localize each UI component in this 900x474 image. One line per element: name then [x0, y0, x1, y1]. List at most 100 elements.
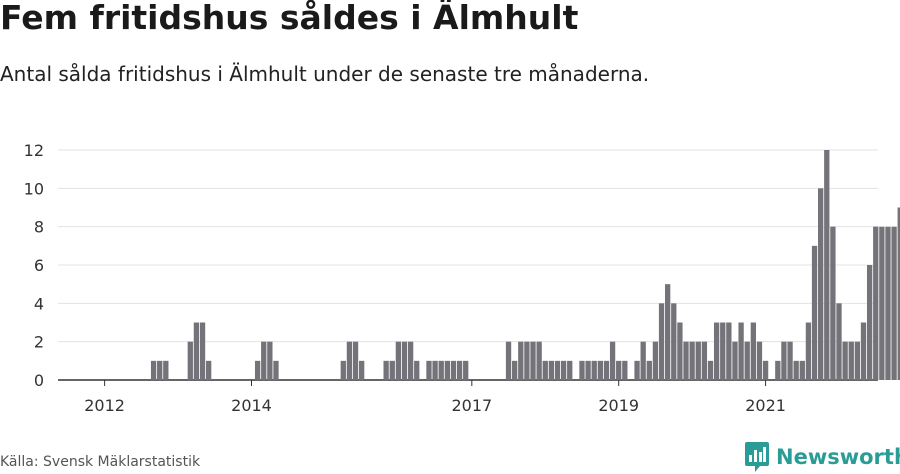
bar	[383, 360, 389, 380]
bar	[707, 360, 714, 380]
bar	[591, 360, 597, 380]
y-tick-label: 6	[34, 256, 44, 275]
bar	[640, 341, 646, 380]
x-tick-label: 2021	[745, 396, 786, 415]
bar	[518, 341, 524, 380]
bar	[444, 360, 450, 380]
bar	[897, 207, 900, 380]
bar	[713, 322, 720, 380]
chart-title: Fem fritidshus såldes i Älmhult	[0, 0, 579, 37]
y-tick-label: 10	[24, 179, 44, 198]
bar	[879, 226, 885, 380]
bar	[267, 341, 273, 380]
bar	[891, 226, 897, 380]
bar	[432, 360, 438, 380]
bar	[438, 360, 444, 380]
bar	[732, 341, 738, 380]
brand-logo: Newsworthy	[744, 441, 900, 473]
bar	[836, 303, 842, 380]
bar	[603, 360, 610, 380]
bar	[885, 226, 891, 380]
bar	[854, 341, 861, 380]
x-tick-label: 2014	[231, 396, 272, 415]
bar	[414, 360, 420, 380]
bar	[597, 360, 603, 380]
bar	[163, 360, 169, 380]
bar	[830, 226, 836, 380]
bar	[157, 360, 163, 380]
x-tick-label: 2019	[598, 396, 639, 415]
bar	[873, 226, 879, 380]
bar	[187, 341, 193, 380]
bar	[193, 322, 200, 380]
bar	[352, 341, 359, 380]
bar	[665, 284, 671, 380]
bar	[805, 322, 812, 380]
newsworthy-logo-icon	[745, 442, 769, 472]
bar	[646, 360, 652, 380]
bar	[775, 360, 781, 380]
bar	[401, 341, 408, 380]
bar	[579, 360, 585, 380]
bar	[512, 360, 518, 380]
y-tick-label: 2	[34, 333, 44, 352]
y-tick-label: 0	[34, 371, 44, 390]
bar	[634, 360, 640, 380]
bar	[750, 322, 756, 380]
y-tick-label: 12	[24, 141, 44, 160]
bar	[848, 341, 854, 380]
bar	[463, 360, 469, 380]
bar	[150, 360, 157, 380]
bar	[548, 360, 555, 380]
bar	[787, 341, 793, 380]
bar	[567, 360, 573, 380]
bar	[530, 341, 536, 380]
bar	[340, 360, 346, 380]
bar	[609, 341, 616, 380]
bar	[456, 360, 463, 380]
bar	[677, 322, 683, 380]
y-tick-label: 4	[34, 294, 44, 313]
bar	[622, 360, 628, 380]
bar	[756, 341, 763, 380]
bar	[866, 265, 873, 380]
bar	[701, 341, 708, 380]
bar	[738, 322, 744, 380]
bar	[536, 341, 542, 380]
bar	[542, 360, 548, 380]
x-tick-label: 2017	[451, 396, 492, 415]
bar	[407, 341, 414, 380]
bar	[726, 322, 732, 380]
bar	[842, 341, 848, 380]
bar	[652, 341, 659, 380]
bar	[781, 341, 787, 380]
bar	[206, 360, 212, 380]
brand-name: Newsworthy	[776, 445, 900, 469]
bar	[585, 360, 591, 380]
bar	[261, 341, 267, 380]
chart-subtitle: Antal sålda fritidshus i Älmhult under d…	[0, 62, 650, 86]
bar	[389, 360, 395, 380]
bar	[744, 341, 750, 380]
bar	[720, 322, 726, 380]
bar	[818, 188, 824, 380]
y-tick-label: 8	[34, 218, 44, 237]
bar	[689, 341, 695, 380]
bar	[254, 360, 261, 380]
bar	[793, 360, 799, 380]
bar	[554, 360, 561, 380]
bar	[799, 360, 805, 380]
bar	[199, 322, 206, 380]
bar	[359, 360, 365, 380]
bar	[671, 303, 677, 380]
bar	[811, 245, 818, 380]
bar	[395, 341, 402, 380]
bar	[695, 341, 701, 380]
source-note: Källa: Svensk Mäklarstatistik	[0, 454, 201, 470]
bar	[762, 360, 769, 380]
bar	[273, 360, 279, 380]
bar	[505, 341, 512, 380]
bar	[560, 360, 567, 380]
x-tick-label: 2012	[84, 396, 125, 415]
